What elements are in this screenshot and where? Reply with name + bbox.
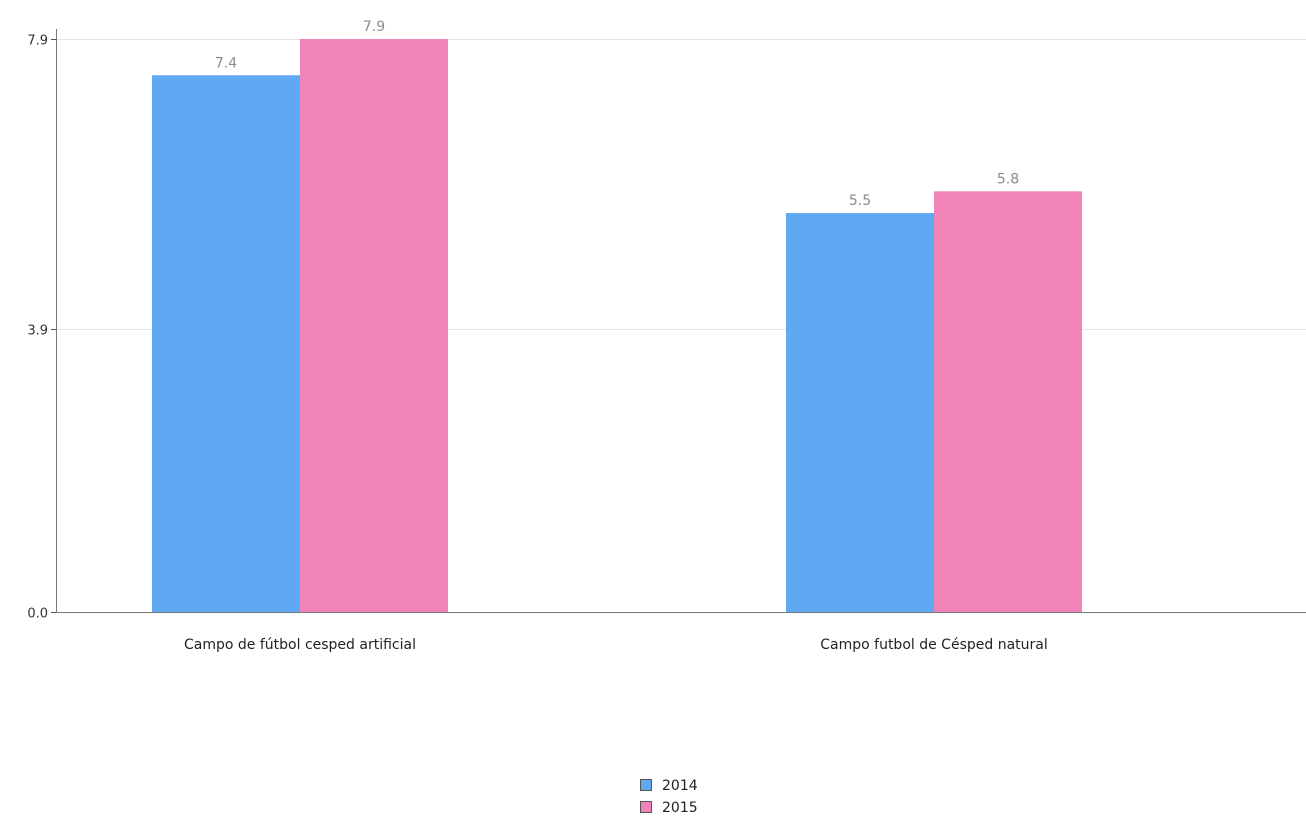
y-tick-label: 0.0	[27, 607, 48, 622]
bar-2014-2[interactable]	[786, 213, 934, 613]
bar-2015-1[interactable]	[300, 39, 448, 612]
y-axis: 0.0 3.9 7.9	[27, 29, 57, 622]
data-label: 7.4	[215, 55, 237, 71]
legend-swatch-2015[interactable]	[640, 801, 652, 813]
y-tick-label: 3.9	[27, 324, 48, 339]
legend-label-2014[interactable]: 2014	[662, 778, 698, 794]
x-category-label: Campo de fútbol cesped artificial	[184, 637, 416, 653]
data-label: 5.5	[849, 193, 871, 209]
data-label: 7.9	[363, 19, 385, 35]
data-label: 5.8	[997, 171, 1019, 187]
legend-label-2015[interactable]: 2015	[662, 800, 698, 816]
x-category-label: Campo futbol de Césped natural	[820, 637, 1048, 653]
legend[interactable]: 2014 2015	[640, 778, 698, 816]
legend-swatch-2014[interactable]	[640, 779, 652, 791]
x-axis: Campo de fútbol cesped artificial Campo f…	[56, 612, 1306, 653]
bar-2014-1[interactable]	[152, 75, 300, 613]
bars	[152, 39, 1082, 613]
y-tick-label: 7.9	[27, 34, 48, 49]
bar-2015-2[interactable]	[934, 191, 1082, 612]
data-labels: 7.4 7.9 5.5 5.8	[215, 19, 1019, 209]
